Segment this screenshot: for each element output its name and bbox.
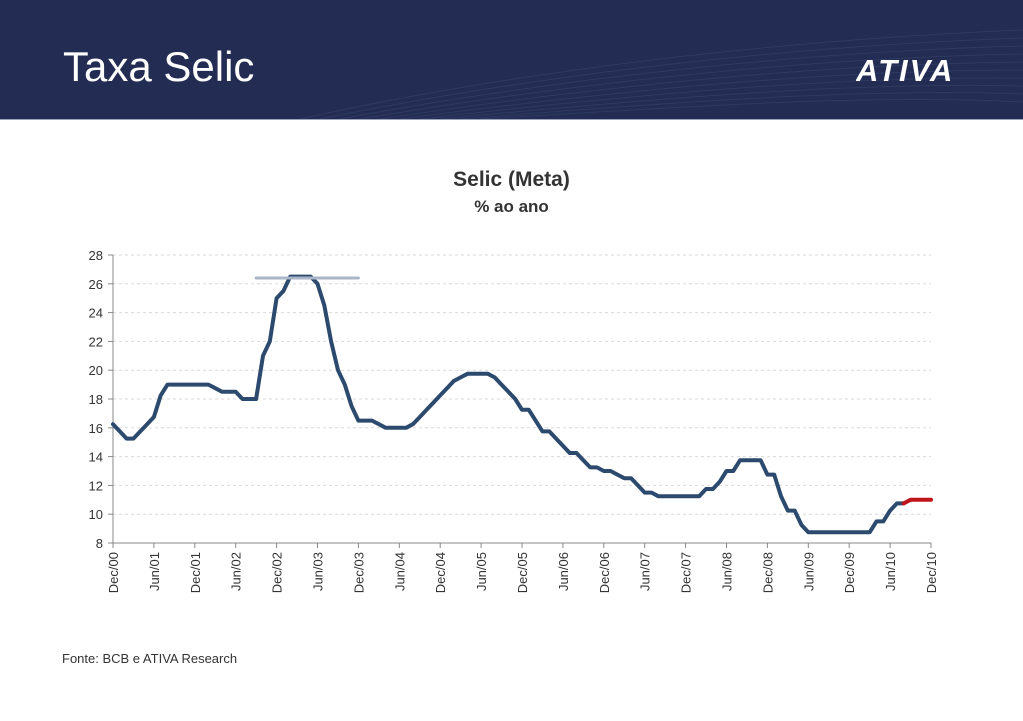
x-tick-label: Jun/01	[147, 552, 162, 591]
logo-text: ATIVA	[856, 55, 954, 83]
y-tick-label: 26	[89, 277, 103, 292]
chart-title: Selic (Meta)	[453, 168, 570, 191]
y-tick-label: 28	[89, 248, 103, 263]
y-tick-label: 24	[89, 306, 103, 321]
y-tick-label: 22	[89, 334, 103, 349]
header-divider	[0, 119, 1023, 120]
x-tick-label: Dec/09	[842, 552, 857, 593]
x-tick-label: Dec/02	[270, 552, 285, 593]
x-tick-label: Jun/08	[720, 552, 735, 591]
series-line-forecast	[901, 497, 933, 506]
x-tick-label: Dec/03	[351, 552, 366, 593]
source-note: Fonte: BCB e ATIVA Research	[62, 651, 238, 666]
x-tick-label: Jun/04	[392, 552, 407, 591]
x-tick-label: Jun/07	[638, 552, 653, 591]
y-tick-label: 18	[89, 392, 103, 407]
y-tick-label: 8	[96, 536, 103, 551]
y-tick-label: 14	[89, 450, 103, 465]
page-title: Taxa Selic	[63, 43, 255, 90]
ativa-logo: ATIVA	[856, 55, 954, 83]
x-tick-label: Dec/05	[515, 552, 530, 593]
x-tick-label: Jun/10	[883, 552, 898, 591]
x-tick-label: Dec/01	[188, 552, 203, 593]
x-tick-label: Dec/10	[924, 552, 939, 593]
x-tick-label: Jun/05	[474, 552, 489, 591]
x-tick-label: Jun/03	[311, 552, 326, 591]
header-banner: Taxa Selic ATIVA	[0, 0, 1023, 119]
y-tick-label: 16	[89, 421, 103, 436]
x-tick-label: Dec/04	[433, 552, 448, 593]
chart-subtitle: % ao ano	[474, 197, 549, 216]
x-tick-label: Jun/06	[556, 552, 571, 591]
y-tick-label: 12	[89, 478, 103, 493]
x-tick-label: Dec/00	[106, 552, 121, 593]
x-tick-label: Jun/02	[229, 552, 244, 591]
header-stripes	[299, 29, 1023, 119]
x-tick-label: Dec/07	[679, 552, 694, 593]
y-tick-label: 10	[89, 507, 103, 522]
x-tick-label: Jun/09	[801, 552, 816, 591]
x-tick-label: Dec/08	[760, 552, 775, 593]
y-tick-label: 20	[89, 363, 103, 378]
x-tick-label: Dec/06	[597, 552, 612, 593]
series-line-actual	[111, 274, 906, 535]
